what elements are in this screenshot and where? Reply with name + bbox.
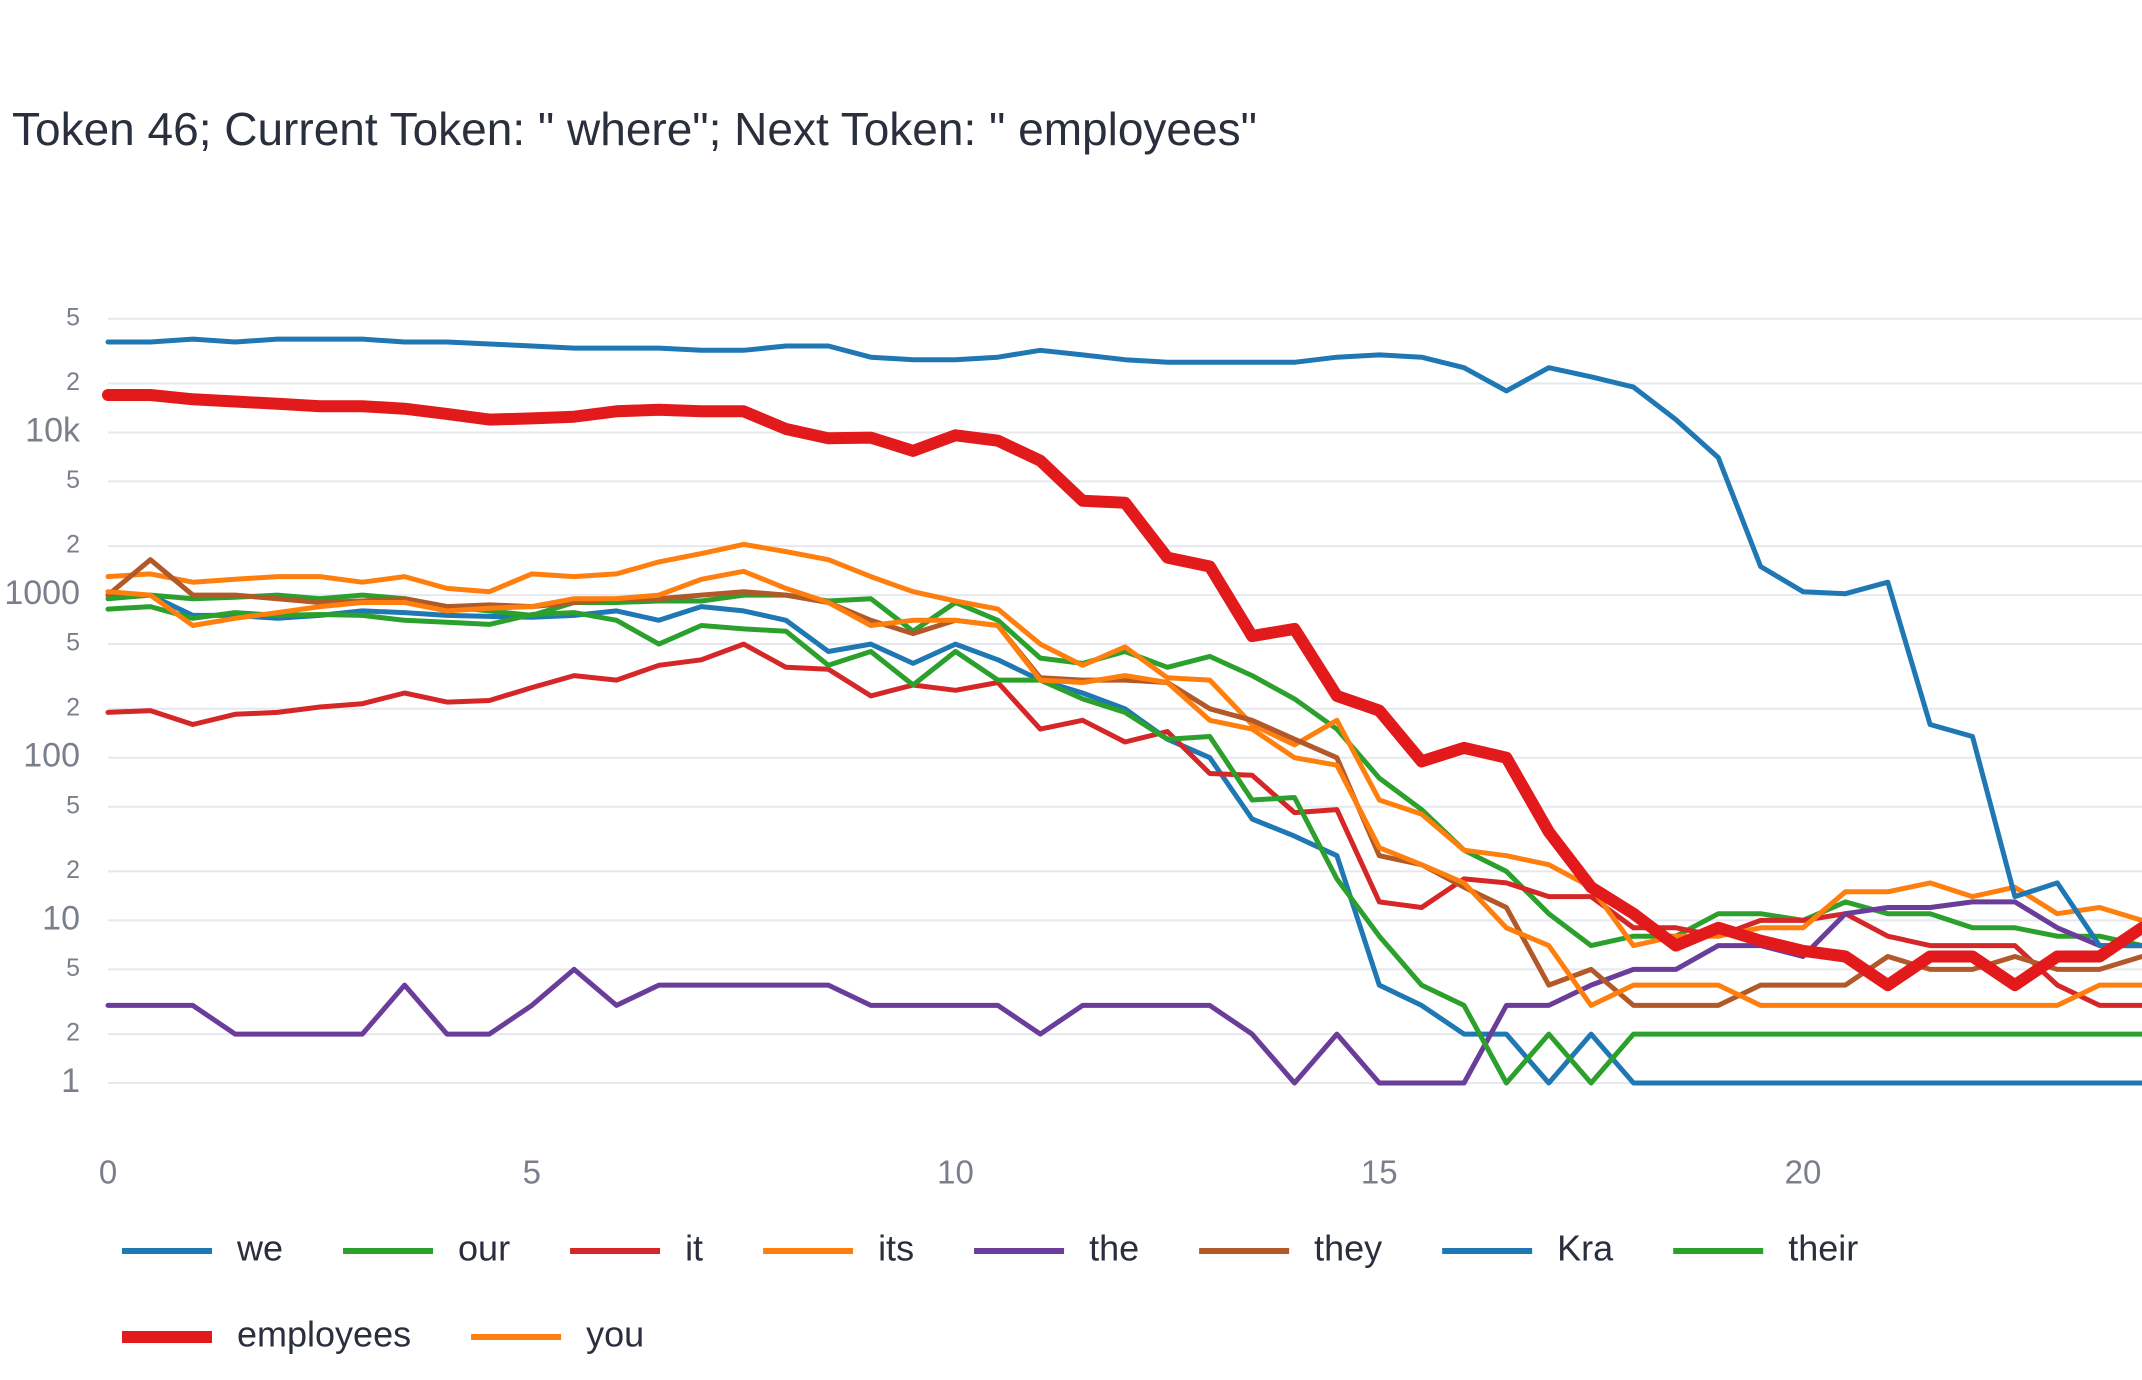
legend-label: their: [1788, 1228, 1858, 1269]
legend-item: their: [1673, 1228, 1858, 1269]
x-tick-label: 20: [1785, 1154, 1822, 1191]
series-line: [105, 557, 2142, 1008]
legend-label: it: [685, 1228, 703, 1269]
legend-label: the: [1089, 1228, 1139, 1269]
legend-item: they: [1199, 1228, 1382, 1269]
legend-item: it: [570, 1228, 703, 1269]
legend-label: its: [878, 1228, 914, 1269]
y-tick-label: 2: [66, 1019, 80, 1047]
legend-item: our: [343, 1228, 510, 1269]
series-line: [105, 641, 2142, 1008]
x-tick-label: 15: [1361, 1154, 1398, 1191]
legend-item: we: [122, 1228, 283, 1269]
y-tick-label: 5: [66, 466, 80, 494]
y-tick-label: 5: [66, 629, 80, 657]
legend-item: employees: [122, 1314, 411, 1355]
chart-title: Token 46; Current Token: " where"; Next …: [12, 103, 1257, 155]
legend-label: we: [236, 1228, 283, 1269]
series-line: [105, 592, 2142, 1086]
y-tick-label: 2: [66, 693, 80, 721]
y-tick-label: 5: [66, 303, 80, 331]
x-tick-label: 10: [937, 1154, 974, 1191]
y-tick-label: 2: [66, 856, 80, 884]
x-tick-label: 5: [523, 1154, 541, 1191]
y-tick-label: 5: [66, 954, 80, 982]
y-tick-label: 10k: [25, 411, 81, 449]
legend-label: you: [586, 1314, 644, 1355]
grid: 1 2 5 10 2 5 100 2 5 1000 2 5 10k 2 5 0 5 10 15 20: [4, 303, 2142, 1191]
legend: we our it its the they Kra their employees you: [122, 1228, 1858, 1355]
legend-item: its: [763, 1228, 914, 1269]
y-tick-label: 2: [66, 368, 80, 396]
y-tick-label: 1000: [4, 574, 80, 612]
y-tick-label: 1: [61, 1062, 80, 1100]
legend-item: the: [974, 1228, 1139, 1269]
series-line: [105, 541, 2142, 949]
series-line: [102, 389, 2142, 992]
series-line: [105, 899, 2142, 1086]
legend-label: they: [1314, 1228, 1382, 1269]
legend-label: Kra: [1557, 1228, 1614, 1269]
y-tick-label: 5: [66, 791, 80, 819]
x-tick-label: 0: [99, 1154, 117, 1191]
y-tick-label: 2: [66, 531, 80, 559]
legend-label: our: [458, 1228, 510, 1269]
y-tick-label: 10: [42, 899, 80, 937]
plot-area: [102, 336, 2142, 1086]
series-line: [105, 568, 2142, 1008]
legend-item: Kra: [1442, 1228, 1614, 1269]
legend-item: you: [471, 1314, 644, 1355]
series-line: [105, 604, 2142, 1086]
y-tick-label: 100: [23, 737, 80, 775]
legend-label: employees: [237, 1314, 411, 1355]
series-line: [105, 336, 2142, 949]
